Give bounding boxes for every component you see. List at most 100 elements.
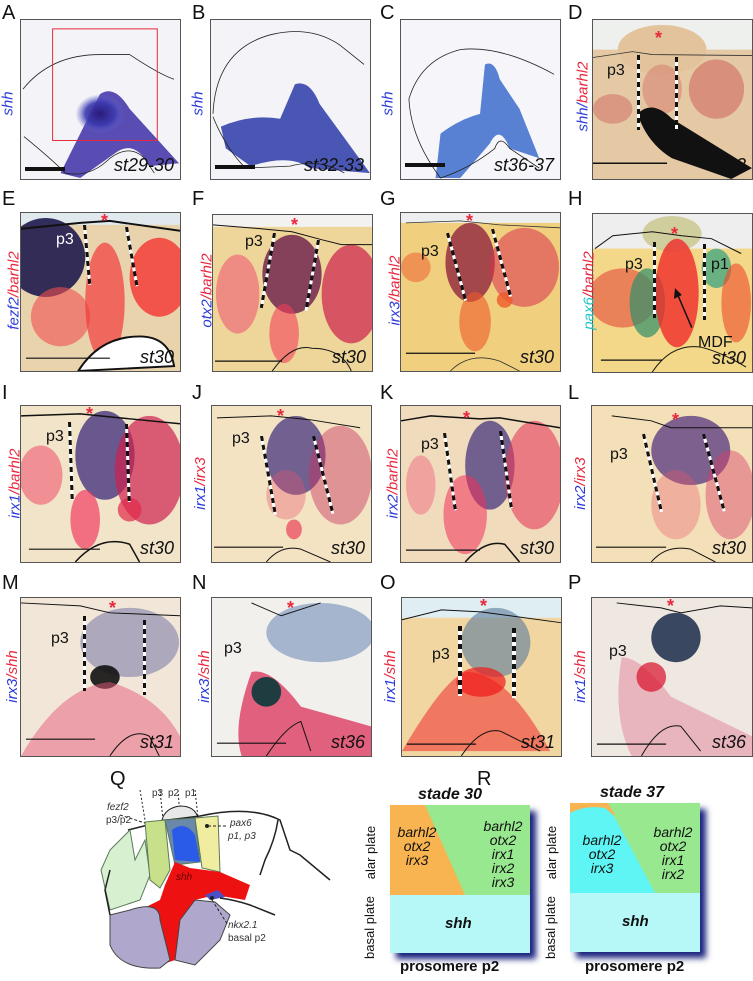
stage-label: st30 xyxy=(139,347,174,367)
stage-label: st32-33 xyxy=(303,155,364,175)
panel-label-J: J xyxy=(192,382,202,404)
star-marker: * xyxy=(480,597,488,616)
stade30-title: stade 30 xyxy=(418,786,483,803)
stage-label: st30 xyxy=(519,347,554,367)
probe-label-B: shh xyxy=(189,91,207,116)
panel-label-B: B xyxy=(192,2,206,24)
pax6-region-label: p1, p3 xyxy=(228,831,256,842)
stage-label: st36 xyxy=(711,732,746,752)
panel-I-image: * p3 st30 xyxy=(20,405,181,563)
stade37-basal-label: basal plate xyxy=(542,896,558,959)
panel-K-image: * p3 st30 xyxy=(400,405,561,563)
panel-label-I: I xyxy=(2,382,8,404)
stade37-box: barhl2 otx2 irx3 barhl2 otx2 irx1 irx2 s… xyxy=(570,803,700,952)
probe-label-D: shh/barhl2 xyxy=(574,61,592,132)
stage-label: st31 xyxy=(520,732,555,752)
panel-label-G: G xyxy=(380,188,396,210)
brain-diagram xyxy=(100,789,331,969)
boundary-line xyxy=(653,242,656,318)
boundary-line xyxy=(703,244,706,320)
p3-label: p3 xyxy=(56,231,74,248)
scale-bar xyxy=(215,165,255,169)
panel-D-image: * p3 st33 xyxy=(592,19,753,180)
panel-A-drawing xyxy=(22,28,180,179)
stade37-title: stade 37 xyxy=(600,784,665,801)
p3-label: p3 xyxy=(607,62,625,79)
probe-label-F: otx2/barhl2 xyxy=(198,253,216,328)
panel-label-H: H xyxy=(568,188,583,210)
panel-label-E: E xyxy=(2,188,16,210)
p3-label: p3 xyxy=(51,630,69,647)
stage-label: st36 xyxy=(330,732,365,752)
panel-O-image: * p3 st31 xyxy=(401,597,562,757)
star-marker: * xyxy=(287,598,295,618)
scale-bar xyxy=(25,167,65,171)
probe-label-C: shh xyxy=(379,91,397,116)
panel-C-image: st36-37 xyxy=(400,19,561,180)
p3-label: p3 xyxy=(232,430,250,447)
pax6-label: pax6 xyxy=(230,818,252,829)
p3-label: p3 xyxy=(432,646,450,663)
panel-A-image: st29-30 xyxy=(20,19,181,180)
panel-label-C: C xyxy=(380,2,395,24)
probe-label-J: irx1/irx3 xyxy=(191,457,209,510)
star-marker: * xyxy=(466,212,474,231)
inset-box xyxy=(52,28,158,141)
p3-label: p3 xyxy=(245,233,263,250)
stage-label: st30 xyxy=(331,347,366,367)
p1-label: p1 xyxy=(711,256,729,273)
star-marker: * xyxy=(86,405,94,424)
probe-label-A: shh xyxy=(0,91,17,116)
panel-L-image: * p3 st30 xyxy=(591,405,753,563)
panel-label-O: O xyxy=(380,572,396,594)
panel-label-A: A xyxy=(2,2,16,24)
segment-label-p1: p1 xyxy=(185,788,197,799)
p3-label: p3 xyxy=(224,640,242,657)
p3-label: p3 xyxy=(421,436,439,453)
stage-label: st30 xyxy=(139,538,174,558)
boundary-line xyxy=(637,55,640,130)
stade37-right-genes: barhl2 otx2 irx1 irx2 xyxy=(653,824,693,882)
fezf2-region-label: p3/p2 xyxy=(106,815,132,826)
probe-label-M: irx3/shh xyxy=(3,650,21,703)
stade30-bottom-label: prosomere p2 xyxy=(400,958,500,975)
probe-label-O: irx1/shh xyxy=(381,650,399,703)
panel-label-N: N xyxy=(192,572,207,594)
stade30-left-genes: barhl2 otx2 irx3 xyxy=(397,824,437,868)
probe-label-G: irx3/barhl2 xyxy=(386,255,404,326)
stage-label: st36-37 xyxy=(493,155,554,175)
p3-label: p3 xyxy=(421,243,439,260)
stade37-alar-label: alar plate xyxy=(544,825,560,880)
stage-label: st29-30 xyxy=(113,155,174,175)
star-marker: * xyxy=(671,224,679,244)
stage-label: st30 xyxy=(711,538,746,558)
stade37-left-genes: barhl2 otx2 irx3 xyxy=(582,832,622,876)
star-marker: * xyxy=(672,410,680,430)
probe-label-L: irx2/irx3 xyxy=(571,457,589,510)
scale-bar xyxy=(405,163,445,167)
segment-label-p3: p3 xyxy=(152,788,164,799)
star-marker: * xyxy=(277,406,285,426)
star-marker: * xyxy=(667,597,675,616)
stage-label: st30 xyxy=(519,538,554,558)
star-marker: * xyxy=(109,598,117,618)
panel-M-image: * p3 st31 xyxy=(20,597,181,757)
nkx21-region-label: basal p2 xyxy=(228,933,266,944)
segment-label-p2: p2 xyxy=(168,788,180,799)
panel-F-image: * p3 st30 xyxy=(212,214,373,372)
boundary-line xyxy=(83,616,86,691)
panel-label-Q: Q xyxy=(110,768,126,790)
stade30-right-genes: barhl2 otx2 irx1 irx2 irx3 xyxy=(483,818,523,890)
panel-B-image: st32-33 xyxy=(210,19,371,180)
boundary-line xyxy=(143,620,146,695)
p3-label: p3 xyxy=(625,256,643,273)
nkx21-label: nkx2.1 xyxy=(228,920,258,931)
stage-label: st33 xyxy=(711,155,746,175)
fezf2-label: fezf2 xyxy=(107,802,129,813)
panel-label-K: K xyxy=(380,382,394,404)
boundary-line xyxy=(458,626,462,696)
p3-label: p3 xyxy=(609,643,627,660)
stage-label: st31 xyxy=(139,732,174,752)
panel-E-image: * p3 st30 xyxy=(20,212,181,372)
boundary-line xyxy=(512,628,516,698)
